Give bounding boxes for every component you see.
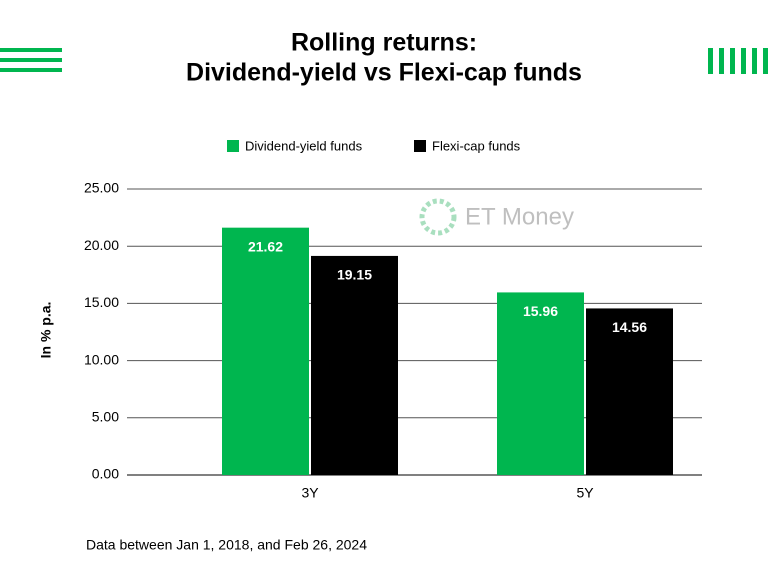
y-tick-label: 25.00: [84, 180, 119, 196]
legend-label: Flexi-cap funds: [432, 138, 521, 153]
y-tick-label: 0.00: [92, 466, 119, 482]
bar: [222, 227, 309, 475]
value-label: 19.15: [337, 267, 372, 283]
watermark: ET Money: [465, 203, 574, 230]
value-label: 15.96: [523, 303, 558, 319]
footnote: Data between Jan 1, 2018, and Feb 26, 20…: [86, 537, 367, 553]
chart-title: Rolling returns:: [291, 29, 477, 57]
x-tick-label: 5Y: [576, 485, 594, 501]
watermark-logo: [419, 198, 457, 236]
legend-swatch: [414, 140, 426, 152]
y-axis-label: In % p.a.: [38, 302, 54, 359]
legend-label: Dividend-yield funds: [245, 138, 363, 153]
chart-title: Dividend-yield vs Flexi-cap funds: [186, 59, 582, 87]
y-tick-label: 15.00: [84, 294, 119, 310]
bar: [497, 292, 584, 475]
bar: [586, 308, 673, 475]
y-tick-label: 10.00: [84, 351, 119, 367]
value-label: 21.62: [248, 238, 283, 254]
decoration: [0, 48, 768, 74]
y-tick-label: 20.00: [84, 237, 119, 253]
x-tick-label: 3Y: [301, 485, 319, 501]
value-label: 14.56: [612, 319, 647, 335]
bar: [311, 255, 398, 475]
y-tick-label: 5.00: [92, 409, 119, 425]
legend-swatch: [227, 140, 239, 152]
